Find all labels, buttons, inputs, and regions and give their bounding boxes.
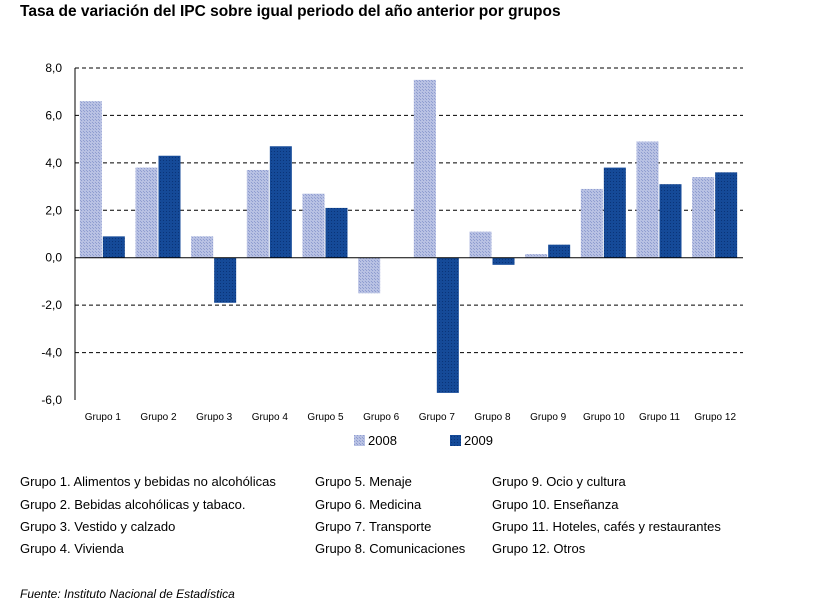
x-category-label: Grupo 2 — [140, 412, 177, 423]
note-grupo-10: Grupo 10. Enseñanza — [492, 497, 619, 512]
legend-swatch-2008 — [354, 435, 365, 446]
bar-2009-9 — [548, 244, 571, 258]
x-category-label: Grupo 8 — [474, 412, 511, 423]
x-category-label: Grupo 6 — [363, 412, 400, 423]
bar-2009-4 — [269, 146, 292, 258]
note-grupo-3: Grupo 3. Vestido y calzado — [20, 519, 176, 534]
y-tick-label: -4,0 — [41, 346, 62, 360]
chart-title: Tasa de variación del IPC sobre igual pe… — [20, 3, 561, 20]
x-category-label: Grupo 10 — [583, 412, 625, 423]
bar-2008-1 — [79, 101, 102, 258]
x-axis-categories: Grupo 1 Grupo 2 Grupo 3 Grupo 4 Grupo 5 Grupo… — [85, 412, 737, 423]
x-category-label: Grupo 4 — [252, 412, 289, 423]
note-grupo-2: Grupo 2. Bebidas alcohólicas y tabaco. — [20, 497, 246, 512]
y-tick-label: -6,0 — [41, 393, 62, 407]
bar-2009-3 — [214, 257, 237, 303]
y-tick-label: 6,0 — [45, 108, 62, 122]
y-axis-ticks: 8,0 6,0 4,0 2,0 0,0 -2,0 -4,0 -6,0 — [41, 61, 62, 407]
note-grupo-5: Grupo 5. Menaje — [315, 474, 412, 489]
bar-2008-8 — [469, 231, 492, 258]
x-category-label: Grupo 9 — [530, 412, 567, 423]
x-category-label: Grupo 12 — [694, 412, 736, 423]
bar-2009-10 — [603, 167, 626, 258]
bar-2009-12 — [715, 172, 738, 258]
note-grupo-9: Grupo 9. Ocio y cultura — [492, 474, 626, 489]
x-category-label: Grupo 1 — [85, 412, 122, 423]
legend-swatch-2009 — [450, 435, 461, 446]
bar-2009-5 — [325, 207, 348, 258]
bar-2008-3 — [191, 236, 214, 258]
y-tick-label: 8,0 — [45, 61, 62, 75]
note-grupo-7: Grupo 7. Transporte — [315, 519, 432, 534]
y-tick-label: 4,0 — [45, 156, 62, 170]
note-grupo-11: Grupo 11. Hoteles, cafés y restaurantes — [492, 519, 721, 534]
bar-2008-11 — [636, 141, 659, 258]
y-tick-label: 0,0 — [45, 251, 62, 265]
bar-2008-4 — [246, 169, 269, 258]
bar-2008-10 — [580, 188, 603, 258]
x-category-label: Grupo 3 — [196, 412, 233, 423]
bar-2008-6 — [358, 257, 381, 294]
bar-2009-7 — [436, 257, 459, 393]
legend-label-2008: 2008 — [368, 433, 397, 448]
y-tick-label: -2,0 — [41, 298, 62, 312]
axes — [74, 68, 743, 400]
x-category-label: Grupo 5 — [307, 412, 344, 423]
legend: 2008 2009 — [354, 433, 493, 448]
note-grupo-8: Grupo 8. Comunicaciones — [315, 541, 466, 556]
bar-2008-9 — [525, 254, 548, 258]
bar-2009-2 — [158, 155, 181, 258]
note-grupo-1: Grupo 1. Alimentos y bebidas no alcohóli… — [20, 474, 276, 489]
bar-2008-12 — [692, 177, 715, 258]
source-note: Fuente: Instituto Nacional de Estadístic… — [20, 587, 235, 601]
y-tick-label: 2,0 — [45, 203, 62, 217]
legend-label-2009: 2009 — [464, 433, 493, 448]
note-grupo-6: Grupo 6. Medicina — [315, 497, 422, 512]
gridlines — [75, 67, 743, 354]
bar-2009-8 — [492, 257, 515, 265]
x-category-label: Grupo 11 — [639, 412, 680, 423]
bar-2008-2 — [135, 167, 158, 258]
bar-2009-1 — [102, 236, 125, 258]
note-grupo-4: Grupo 4. Vivienda — [20, 541, 124, 556]
bar-chart: 8,06,04,02,00,0-2,0-4,0-6,0 Grupo 1 Grupo… — [41, 61, 743, 448]
x-category-label: Grupo 7 — [419, 412, 456, 423]
bars — [79, 79, 738, 393]
bar-2008-5 — [302, 193, 325, 258]
bar-2009-11 — [659, 184, 682, 258]
note-grupo-12: Grupo 12. Otros — [492, 541, 586, 556]
bar-2008-7 — [413, 79, 436, 258]
